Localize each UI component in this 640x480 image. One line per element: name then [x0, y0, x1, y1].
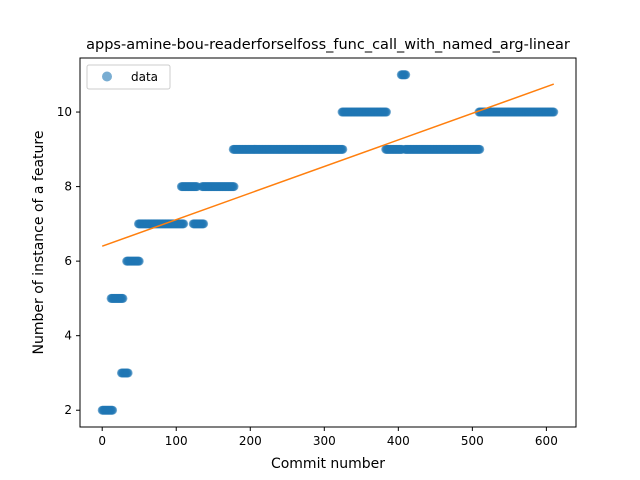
y-tick-label: 6 [64, 254, 72, 268]
y-tick-label: 2 [64, 403, 72, 417]
data-point [549, 107, 559, 117]
x-tick-label: 600 [535, 434, 558, 448]
data-point [401, 70, 411, 80]
x-tick-label: 300 [313, 434, 336, 448]
y-axis-label: Number of instance of a feature [31, 131, 47, 355]
legend-label-data: data [131, 70, 158, 84]
chart-title: apps-amine-bou-readerforselfoss_func_cal… [86, 37, 570, 53]
x-axis-ticks: 0 100 200 300 400 500 600 [98, 427, 558, 448]
data-point [108, 405, 118, 415]
y-tick-label: 4 [64, 329, 72, 343]
x-axis-label: Commit number [271, 456, 385, 472]
fit-line [101, 83, 555, 247]
legend: data [86, 64, 171, 90]
data-points [97, 70, 559, 415]
data-point [118, 293, 128, 303]
x-tick-label: 200 [239, 434, 262, 448]
data-point [338, 144, 348, 154]
data-point [229, 182, 239, 192]
data-point [199, 219, 209, 229]
y-tick-label: 10 [57, 105, 72, 119]
x-tick-label: 0 [98, 434, 106, 448]
x-tick-label: 400 [387, 434, 410, 448]
x-tick-label: 100 [165, 434, 188, 448]
y-tick-label: 8 [64, 180, 72, 194]
plot-area-frame [79, 57, 577, 428]
data-point [381, 107, 391, 117]
fit-line-group [101, 83, 555, 247]
data-point [123, 368, 133, 378]
x-tick-label: 500 [461, 434, 484, 448]
data-point [179, 219, 189, 229]
y-axis-ticks: 2 4 6 8 10 [57, 105, 80, 417]
data-point [134, 256, 144, 266]
data-point [475, 144, 485, 154]
legend-box [86, 64, 171, 90]
legend-marker-data [102, 71, 112, 82]
